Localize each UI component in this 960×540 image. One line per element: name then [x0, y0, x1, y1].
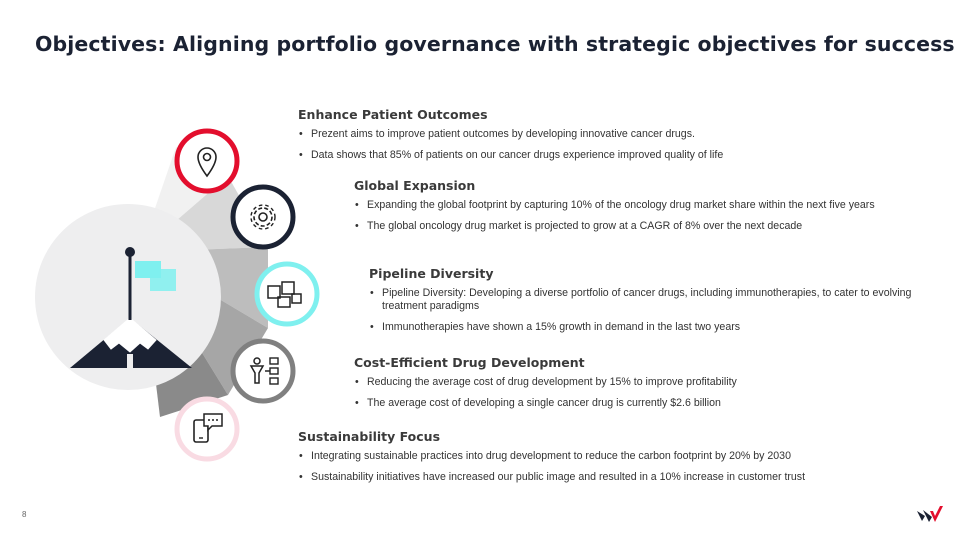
section-heading: Pipeline Diversity — [369, 266, 494, 281]
bullet-item: Reducing the average cost of drug develo… — [354, 376, 914, 389]
mobile-chat-icon — [174, 396, 240, 462]
section-heading: Sustainability Focus — [298, 429, 441, 444]
section-pipeline-diversity: Pipeline Diversity Pipeline Diversity: D… — [369, 266, 914, 342]
brand-logo-icon — [917, 506, 943, 522]
bullet-item: Immunotherapies have shown a 15% growth … — [369, 321, 914, 334]
section-heading: Global Expansion — [354, 178, 476, 193]
bullet-item: Expanding the global footprint by captur… — [354, 199, 914, 212]
section-heading: Cost-Efficient Drug Development — [354, 355, 585, 370]
section-cost-efficient-drug-development: Cost-Efficient Drug Development Reducing… — [354, 355, 914, 418]
bullet-item: Sustainability initiatives have increase… — [298, 471, 918, 484]
location-pin-icon — [174, 128, 240, 194]
bullet-item: Pipeline Diversity: Developing a diverse… — [369, 287, 914, 313]
page-number: 8 — [22, 510, 27, 519]
section-global-expansion: Global Expansion Expanding the global fo… — [354, 178, 914, 241]
bullet-item: Integrating sustainable practices into d… — [298, 450, 918, 463]
mountain-flag-icon — [70, 247, 192, 380]
center-circle — [35, 204, 221, 390]
section-heading: Enhance Patient Outcomes — [298, 107, 488, 122]
puzzle-icon — [254, 261, 320, 327]
gear-icon — [230, 184, 296, 250]
slide-title: Objectives: Aligning portfolio governanc… — [35, 32, 955, 56]
bullet-item: Prezent aims to improve patient outcomes… — [298, 128, 918, 141]
bullet-item: The average cost of developing a single … — [354, 397, 914, 410]
section-sustainability-focus: Sustainability Focus Integrating sustain… — [298, 429, 918, 492]
workflow-icon — [230, 338, 296, 404]
bullet-item: Data shows that 85% of patients on our c… — [298, 149, 918, 162]
bullet-item: The global oncology drug market is proje… — [354, 220, 914, 233]
section-enhance-patient-outcomes: Enhance Patient Outcomes Prezent aims to… — [298, 107, 918, 170]
